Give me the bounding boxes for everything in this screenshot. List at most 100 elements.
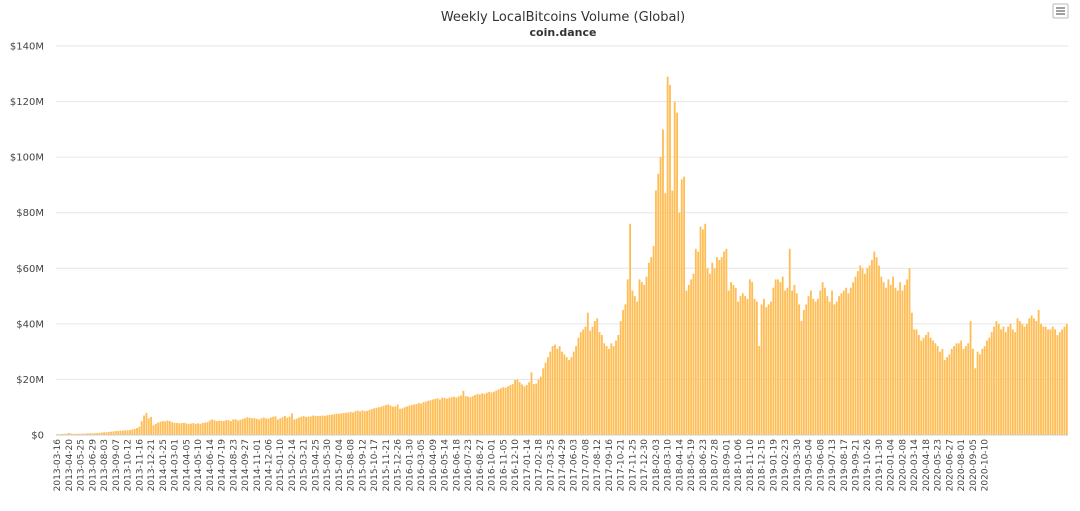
- bar[interactable]: [422, 402, 425, 435]
- bar[interactable]: [889, 284, 892, 435]
- bar[interactable]: [312, 415, 315, 435]
- bar[interactable]: [1049, 329, 1052, 435]
- bar[interactable]: [1030, 315, 1033, 435]
- bar[interactable]: [718, 259, 721, 435]
- bar[interactable]: [262, 417, 265, 436]
- bar[interactable]: [746, 298, 749, 435]
- bar[interactable]: [497, 389, 500, 435]
- bar[interactable]: [730, 282, 732, 435]
- bar[interactable]: [380, 406, 383, 435]
- bar[interactable]: [882, 282, 885, 435]
- bar[interactable]: [1023, 326, 1026, 435]
- bar[interactable]: [460, 395, 462, 435]
- bar[interactable]: [638, 279, 641, 435]
- bar[interactable]: [1044, 326, 1047, 435]
- bar[interactable]: [103, 432, 106, 435]
- bar[interactable]: [1002, 326, 1005, 435]
- bar[interactable]: [809, 290, 812, 435]
- bar[interactable]: [114, 431, 117, 435]
- bar[interactable]: [138, 426, 141, 435]
- bar[interactable]: [354, 411, 357, 435]
- bar[interactable]: [903, 284, 906, 435]
- bar[interactable]: [957, 343, 960, 435]
- bar[interactable]: [666, 76, 669, 435]
- bar[interactable]: [953, 346, 956, 435]
- bar[interactable]: [737, 301, 740, 435]
- bar[interactable]: [154, 423, 157, 435]
- bar[interactable]: [542, 368, 545, 435]
- bar[interactable]: [502, 387, 505, 435]
- bar[interactable]: [72, 433, 75, 435]
- bar[interactable]: [260, 418, 263, 435]
- bar[interactable]: [82, 433, 84, 435]
- bar[interactable]: [711, 262, 714, 435]
- bar[interactable]: [636, 301, 639, 435]
- bar[interactable]: [964, 346, 967, 435]
- bar[interactable]: [906, 279, 909, 435]
- bar[interactable]: [368, 409, 371, 435]
- bar[interactable]: [962, 348, 965, 435]
- bar[interactable]: [237, 420, 239, 435]
- bar[interactable]: [582, 329, 585, 435]
- bar[interactable]: [528, 382, 531, 435]
- bar[interactable]: [812, 298, 815, 435]
- bar[interactable]: [63, 433, 66, 435]
- bar[interactable]: [619, 321, 622, 435]
- bar[interactable]: [610, 343, 613, 435]
- bar[interactable]: [969, 321, 972, 435]
- bar[interactable]: [110, 431, 113, 435]
- bar[interactable]: [927, 332, 930, 435]
- bar[interactable]: [774, 279, 777, 435]
- bar[interactable]: [676, 112, 678, 435]
- bar[interactable]: [70, 433, 73, 435]
- bar[interactable]: [145, 412, 148, 435]
- bar[interactable]: [244, 418, 246, 435]
- bar[interactable]: [617, 334, 620, 435]
- bar[interactable]: [946, 357, 948, 435]
- bar[interactable]: [1054, 329, 1056, 435]
- bar[interactable]: [819, 290, 822, 435]
- bar[interactable]: [1014, 332, 1017, 435]
- bar[interactable]: [309, 416, 312, 435]
- bar[interactable]: [694, 248, 697, 435]
- bar[interactable]: [896, 290, 899, 435]
- bar[interactable]: [208, 420, 211, 435]
- bar[interactable]: [340, 413, 343, 435]
- bar[interactable]: [1009, 323, 1012, 435]
- bar[interactable]: [622, 309, 624, 435]
- bar[interactable]: [180, 423, 183, 435]
- bar[interactable]: [523, 386, 526, 436]
- bar[interactable]: [220, 420, 223, 435]
- bar[interactable]: [586, 312, 589, 435]
- bar[interactable]: [673, 101, 676, 435]
- bar[interactable]: [570, 357, 573, 435]
- bar[interactable]: [791, 290, 794, 435]
- bar[interactable]: [687, 284, 690, 435]
- bar[interactable]: [213, 420, 216, 435]
- bar[interactable]: [971, 348, 974, 435]
- bar[interactable]: [190, 423, 192, 435]
- bar[interactable]: [1063, 326, 1066, 435]
- bar[interactable]: [298, 417, 300, 436]
- bar[interactable]: [267, 418, 270, 435]
- bar[interactable]: [807, 296, 810, 435]
- bar[interactable]: [748, 279, 751, 435]
- bar[interactable]: [598, 332, 601, 435]
- bar[interactable]: [1037, 309, 1040, 435]
- bar[interactable]: [361, 410, 364, 435]
- bar[interactable]: [514, 379, 516, 435]
- bar[interactable]: [915, 329, 918, 435]
- bar[interactable]: [377, 407, 380, 435]
- bar[interactable]: [868, 265, 871, 435]
- bar[interactable]: [701, 229, 704, 435]
- bar[interactable]: [168, 421, 171, 435]
- bar[interactable]: [321, 415, 324, 435]
- bar[interactable]: [335, 413, 338, 435]
- bar[interactable]: [446, 398, 448, 435]
- bar[interactable]: [824, 287, 826, 435]
- bar[interactable]: [875, 257, 878, 435]
- bar[interactable]: [645, 276, 648, 435]
- bar[interactable]: [443, 398, 446, 435]
- bar[interactable]: [781, 276, 784, 435]
- bar[interactable]: [84, 433, 87, 435]
